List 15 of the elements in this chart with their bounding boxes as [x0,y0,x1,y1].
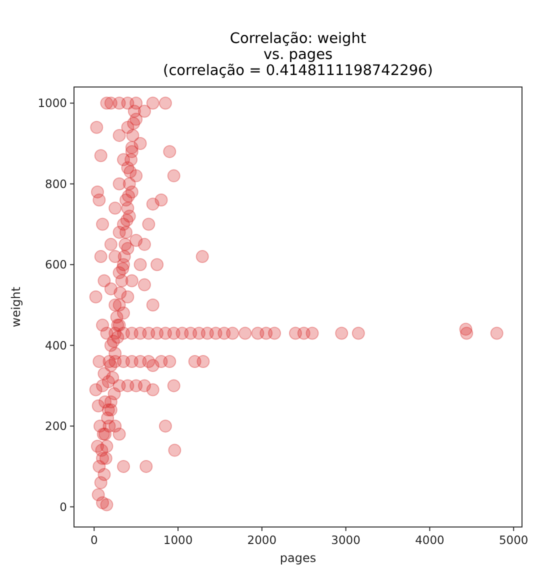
x-tick-label: 3000 [331,533,360,547]
x-tick-label: 1000 [163,533,193,547]
y-tick-label: 1000 [38,96,67,110]
x-axis-title: pages [280,551,316,565]
y-tick-label: 600 [45,258,67,272]
y-tick-label: 800 [45,176,67,191]
x-tick-label: 0 [90,533,98,547]
y-tick-label: 400 [45,338,67,352]
y-tick-label: 0 [60,500,67,514]
x-tick-label: 5000 [498,533,528,547]
x-tick-label: 4000 [415,533,444,547]
chart-title: Correlação: weight vs. pages (correlação = 0.4148111198742296) [163,31,433,79]
x-tick-label: 2000 [247,533,277,547]
y-tick-label: 200 [45,419,67,434]
y-axis-title: weight [9,286,23,328]
